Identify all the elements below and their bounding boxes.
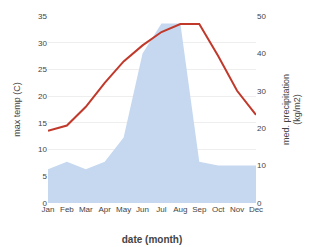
svg-text:30: 30 <box>38 39 47 48</box>
svg-text:Oct: Oct <box>212 205 225 214</box>
svg-text:10: 10 <box>257 161 266 170</box>
svg-text:20: 20 <box>38 92 47 101</box>
svg-text:10: 10 <box>38 145 47 154</box>
svg-text:Nov: Nov <box>230 205 244 214</box>
svg-text:0: 0 <box>43 199 48 208</box>
svg-text:Sep: Sep <box>192 205 207 214</box>
svg-text:25: 25 <box>38 65 47 74</box>
svg-text:Jan: Jan <box>42 205 55 214</box>
svg-text:May: May <box>116 205 131 214</box>
svg-text:15: 15 <box>38 119 47 128</box>
svg-text:40: 40 <box>257 49 266 58</box>
svg-text:Jun: Jun <box>136 205 149 214</box>
svg-text:Dec: Dec <box>249 205 263 214</box>
svg-text:50: 50 <box>257 12 266 21</box>
svg-text:5: 5 <box>43 172 48 181</box>
svg-text:20: 20 <box>257 124 266 133</box>
svg-text:Feb: Feb <box>60 205 74 214</box>
svg-text:date (month): date (month) <box>122 234 183 245</box>
svg-text:30: 30 <box>257 87 266 96</box>
svg-text:Apr: Apr <box>99 205 112 214</box>
svg-text:Mar: Mar <box>79 205 93 214</box>
svg-text:max temp (C): max temp (C) <box>12 82 22 137</box>
svg-text:35: 35 <box>38 12 47 21</box>
svg-text:Jul: Jul <box>156 205 166 214</box>
svg-text:0: 0 <box>257 199 262 208</box>
svg-text:med. precipitation(kg/m2): med. precipitation(kg/m2) <box>281 74 303 145</box>
svg-text:Aug: Aug <box>173 205 187 214</box>
